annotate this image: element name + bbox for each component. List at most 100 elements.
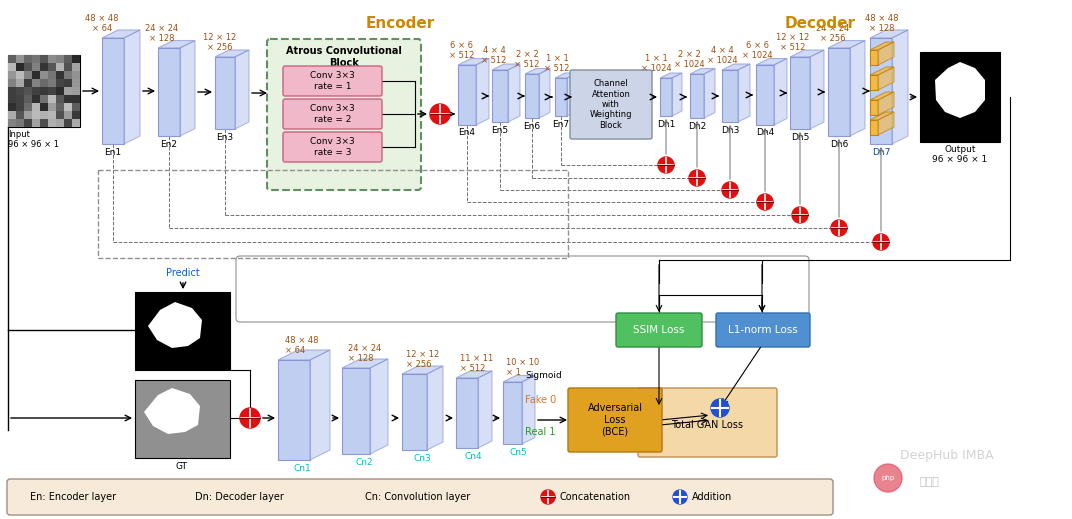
Bar — [64, 111, 72, 119]
Bar — [64, 103, 72, 111]
Bar — [16, 55, 24, 63]
Polygon shape — [525, 69, 550, 74]
Bar — [56, 63, 64, 71]
Bar — [48, 103, 56, 111]
Circle shape — [757, 194, 773, 210]
Bar — [72, 71, 80, 79]
Polygon shape — [704, 69, 715, 118]
Bar — [16, 103, 24, 111]
FancyBboxPatch shape — [283, 99, 382, 129]
Bar — [64, 95, 72, 103]
Bar — [8, 63, 16, 71]
Polygon shape — [555, 78, 567, 116]
Bar — [72, 103, 80, 111]
Text: Conv 3×3
rate = 2: Conv 3×3 rate = 2 — [310, 104, 355, 124]
Polygon shape — [492, 64, 520, 70]
Bar — [24, 55, 32, 63]
Polygon shape — [458, 65, 476, 125]
Bar — [24, 119, 32, 127]
Polygon shape — [828, 48, 850, 136]
Text: En6: En6 — [523, 122, 540, 131]
Bar — [135, 292, 230, 370]
Bar — [24, 63, 32, 71]
FancyBboxPatch shape — [616, 313, 702, 347]
Text: Concatenation: Concatenation — [560, 492, 631, 502]
Text: Cn4: Cn4 — [464, 452, 481, 461]
Circle shape — [831, 220, 847, 236]
Polygon shape — [756, 65, 774, 125]
Polygon shape — [870, 100, 878, 115]
Circle shape — [711, 399, 729, 417]
Polygon shape — [124, 30, 140, 144]
Polygon shape — [878, 92, 894, 115]
Polygon shape — [878, 112, 894, 135]
Bar — [32, 55, 40, 63]
Text: Cn1: Cn1 — [293, 464, 311, 473]
Polygon shape — [870, 67, 894, 75]
Bar — [16, 111, 24, 119]
Polygon shape — [567, 73, 577, 116]
Bar — [32, 119, 40, 127]
Polygon shape — [456, 378, 478, 448]
Text: En7: En7 — [552, 120, 569, 129]
Bar — [48, 63, 56, 71]
Text: 2 × 2
× 1024: 2 × 2 × 1024 — [673, 50, 704, 69]
Polygon shape — [402, 366, 443, 374]
Bar — [8, 55, 16, 63]
Bar — [64, 71, 72, 79]
Bar — [8, 79, 16, 87]
Text: 48 × 48
× 64: 48 × 48 × 64 — [86, 13, 119, 33]
Bar — [56, 95, 64, 103]
Bar — [8, 55, 80, 127]
Text: 12 × 12
× 256: 12 × 12 × 256 — [204, 33, 237, 52]
Text: SSIM Loss: SSIM Loss — [634, 325, 685, 335]
Bar — [40, 55, 48, 63]
Bar — [40, 79, 48, 87]
Bar — [920, 52, 1000, 142]
Circle shape — [240, 408, 260, 428]
Polygon shape — [878, 42, 894, 65]
FancyBboxPatch shape — [638, 388, 777, 457]
FancyBboxPatch shape — [716, 313, 810, 347]
Text: Addition: Addition — [693, 492, 732, 502]
Bar — [48, 55, 56, 63]
Polygon shape — [850, 40, 865, 136]
Text: Conv 3×3
rate = 3: Conv 3×3 rate = 3 — [310, 138, 355, 157]
Polygon shape — [810, 50, 824, 129]
Circle shape — [874, 464, 902, 492]
Polygon shape — [690, 69, 715, 74]
Bar — [64, 79, 72, 87]
Circle shape — [792, 207, 808, 223]
Bar — [48, 111, 56, 119]
Text: Dn4: Dn4 — [756, 128, 774, 137]
Polygon shape — [235, 50, 249, 129]
Text: En3: En3 — [217, 133, 234, 142]
Bar — [16, 63, 24, 71]
Polygon shape — [476, 59, 489, 125]
Polygon shape — [158, 40, 195, 48]
Text: En4: En4 — [459, 128, 476, 137]
Bar — [40, 111, 48, 119]
Text: L1-norm Loss: L1-norm Loss — [728, 325, 798, 335]
Polygon shape — [539, 69, 550, 118]
Polygon shape — [738, 64, 750, 122]
Bar — [24, 95, 32, 103]
Polygon shape — [278, 360, 310, 460]
Text: Dn2: Dn2 — [688, 122, 706, 131]
Polygon shape — [690, 74, 704, 118]
Bar — [40, 95, 48, 103]
Text: Predict: Predict — [166, 268, 199, 278]
Circle shape — [689, 170, 705, 186]
Text: 11 × 11
× 512: 11 × 11 × 512 — [460, 353, 493, 373]
Text: GT: GT — [176, 462, 188, 471]
Text: 48 × 48
× 128: 48 × 48 × 128 — [865, 13, 898, 33]
Circle shape — [658, 157, 674, 173]
Polygon shape — [370, 359, 388, 454]
Polygon shape — [503, 382, 522, 444]
Polygon shape — [402, 374, 427, 450]
Bar — [24, 79, 32, 87]
Bar — [32, 87, 40, 95]
Text: 24 × 24
× 128: 24 × 24 × 128 — [348, 344, 382, 363]
Text: 24 × 24
× 256: 24 × 24 × 256 — [817, 23, 850, 43]
Bar — [24, 103, 32, 111]
